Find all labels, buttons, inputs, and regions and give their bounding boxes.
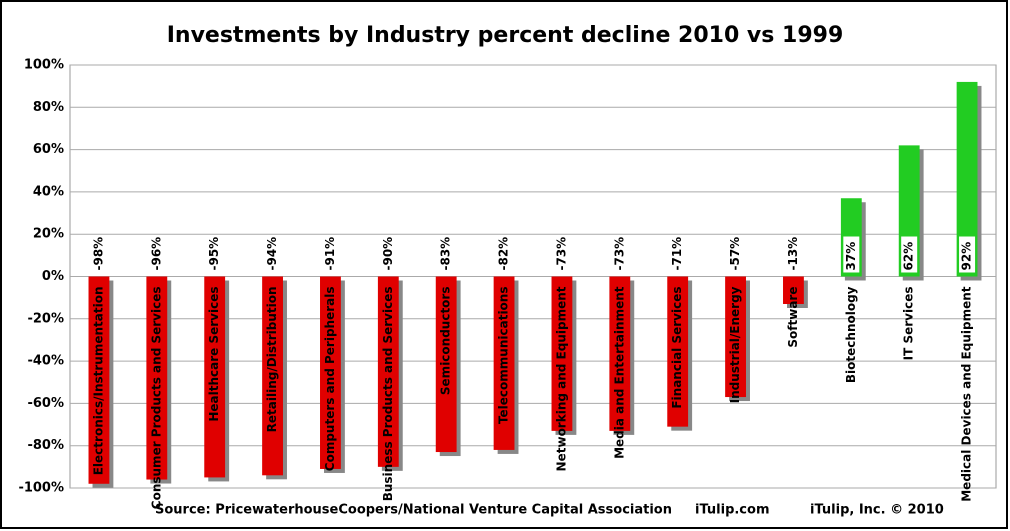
value-label: 92% bbox=[960, 242, 974, 271]
category-label: Semiconductors bbox=[439, 287, 453, 396]
bar bbox=[667, 276, 689, 427]
y-tick-label: 100% bbox=[24, 58, 64, 73]
bar bbox=[377, 276, 399, 467]
y-tick-label: -20% bbox=[27, 311, 64, 326]
category-label: Medical Devices and Equipment bbox=[960, 286, 974, 502]
value-label: -73% bbox=[554, 237, 568, 271]
category-label: Business Products and Services bbox=[381, 287, 395, 502]
category-label: Software bbox=[786, 287, 800, 348]
category-label: Financial Services bbox=[670, 287, 684, 409]
category-label: Biotechnology bbox=[844, 286, 858, 383]
bar bbox=[783, 276, 804, 304]
bar bbox=[609, 276, 631, 431]
value-label: -90% bbox=[381, 237, 395, 271]
y-tick-label: -80% bbox=[27, 438, 64, 453]
bar bbox=[435, 276, 457, 453]
y-tick-label: 40% bbox=[33, 184, 64, 199]
bar bbox=[146, 276, 168, 480]
value-label: -57% bbox=[728, 237, 742, 271]
label-box bbox=[901, 236, 918, 273]
site: iTulip.com bbox=[695, 503, 770, 518]
category-label: IT Services bbox=[902, 287, 916, 361]
y-tick-label: -60% bbox=[27, 396, 64, 411]
category-label: Retailing/Distribution bbox=[265, 287, 279, 433]
category-label: Industrial/Energy bbox=[728, 286, 742, 403]
category-label: Telecommunications bbox=[497, 287, 511, 425]
category-label: Media and Entertainment bbox=[612, 286, 626, 459]
category-label: Electronics/Instrumentation bbox=[91, 287, 105, 476]
category-label: Consumer Products and Services bbox=[149, 287, 163, 510]
category-label: Networking and Equipment bbox=[554, 286, 568, 471]
bar bbox=[551, 276, 573, 431]
chart-title: Investments by Industry percent decline … bbox=[167, 23, 844, 48]
bar bbox=[88, 276, 110, 484]
y-tick-label: 60% bbox=[33, 142, 64, 157]
y-tick-label: 80% bbox=[33, 100, 64, 115]
bar bbox=[725, 276, 746, 398]
value-label: -91% bbox=[323, 237, 337, 271]
bar bbox=[956, 81, 978, 277]
y-tick-label: -100% bbox=[18, 481, 64, 496]
bar bbox=[320, 276, 341, 469]
value-label: -98% bbox=[91, 237, 105, 271]
y-tick-label: 0% bbox=[42, 269, 64, 284]
y-tick-label: 20% bbox=[33, 227, 64, 242]
label-box bbox=[843, 236, 860, 273]
bar bbox=[262, 276, 283, 476]
value-label: -96% bbox=[149, 237, 163, 271]
bar bbox=[493, 276, 515, 450]
value-label: -71% bbox=[670, 237, 684, 271]
copyright: iTulip, Inc. © 2010 bbox=[810, 503, 944, 518]
value-label: -73% bbox=[612, 237, 626, 271]
source: Source: PricewaterhouseCoopers/National … bbox=[155, 503, 672, 518]
bar bbox=[204, 276, 226, 478]
value-label: -83% bbox=[439, 237, 453, 271]
label-box bbox=[959, 236, 976, 273]
value-label: 37% bbox=[844, 242, 858, 271]
y-tick-label: -40% bbox=[27, 354, 64, 369]
value-label: -94% bbox=[265, 237, 279, 271]
value-label: 62% bbox=[902, 242, 916, 271]
category-label: Healthcare Services bbox=[207, 287, 221, 422]
category-label: Computers and Peripherals bbox=[323, 287, 337, 472]
value-label: -13% bbox=[786, 237, 800, 271]
value-label: -82% bbox=[497, 237, 511, 271]
value-label: -95% bbox=[207, 237, 221, 271]
